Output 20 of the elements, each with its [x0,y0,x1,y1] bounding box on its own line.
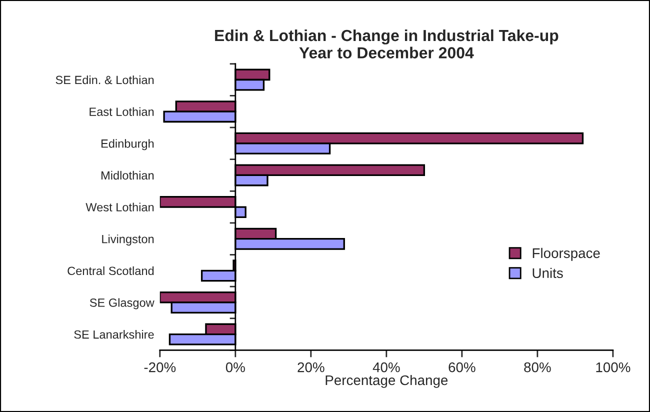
y-tick-label: Edinburgh [101,139,154,150]
y-tick-label: SE Lanarkshire [74,330,154,339]
legend-label: Floorspace [532,248,600,261]
x-tick-label: 60% [448,362,476,372]
y-tick-label: SE Edin. & Lothian [56,75,154,84]
x-tick-label: -20% [144,362,176,372]
x-tick-label: 0% [226,362,245,372]
x-tick-label: 40% [372,362,400,372]
x-tick-label: 20% [298,362,324,372]
legend-label: Units [532,268,563,278]
y-tick-label: Central Scotland [68,266,154,276]
x-tick-label: 100% [596,362,630,372]
y-tick-label: West Lothian [86,202,154,212]
y-tick-label: SE Glasgow [90,298,154,310]
x-axis-title: Percentage Change [326,374,448,388]
chart-title: Edin & Lothian - Change in Industrial Take-up Year to December 2004 [215,29,558,58]
y-tick-label: Midlothian [102,170,154,180]
y-tick-label: East Lothian [90,107,154,116]
x-tick-label: 80% [524,362,551,372]
y-tick-label: Livingston [102,234,154,246]
